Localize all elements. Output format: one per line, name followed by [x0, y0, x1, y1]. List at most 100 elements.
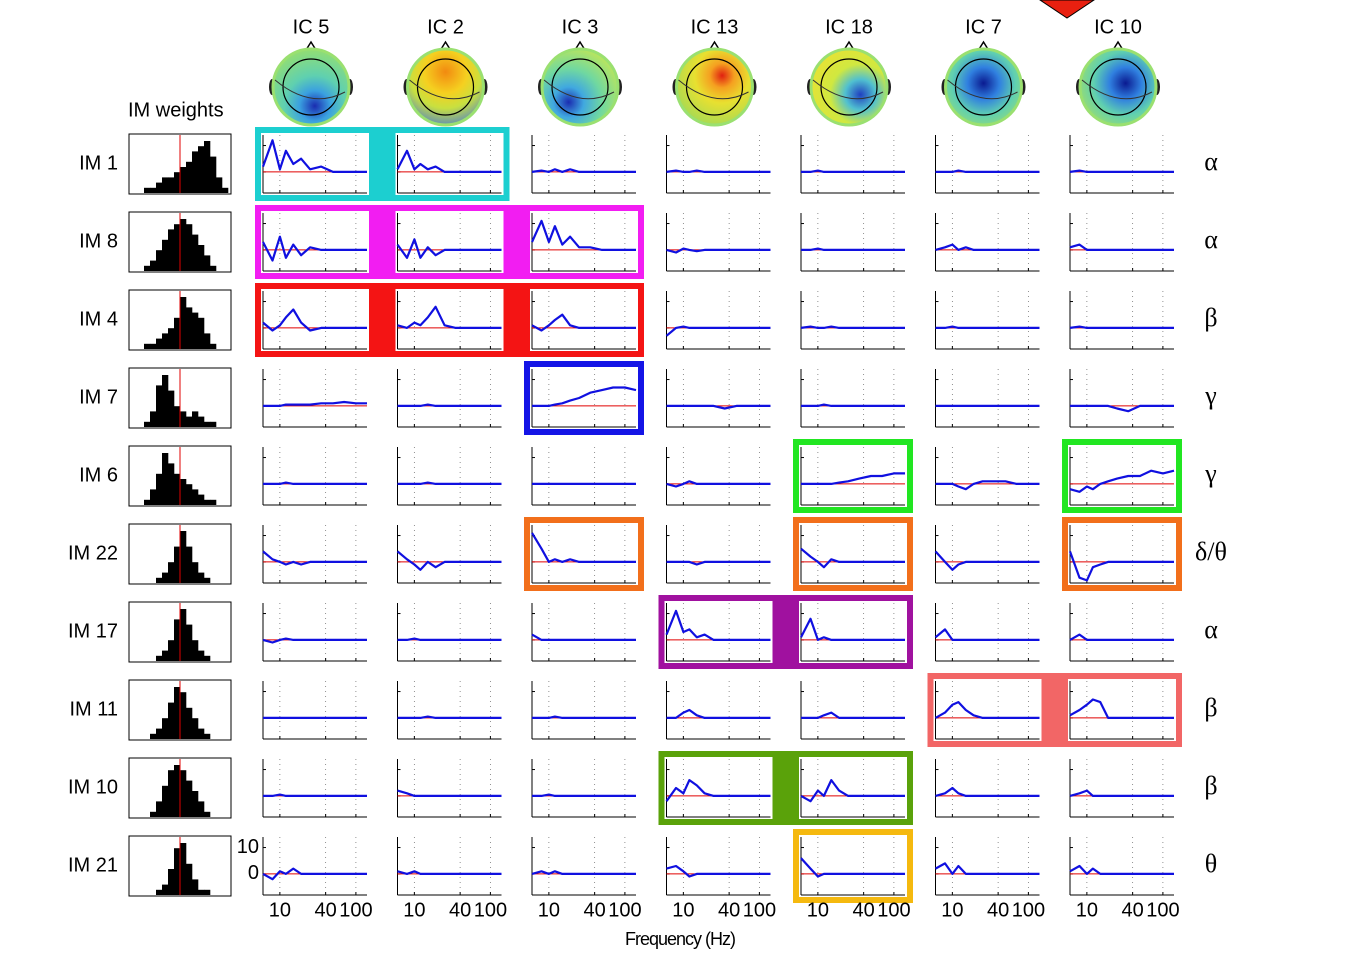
weights-bar [210, 266, 216, 271]
weights-bar [168, 177, 174, 193]
spectrum [398, 791, 502, 796]
band-label: θ [1205, 849, 1217, 878]
row-label: IM 11 [69, 698, 118, 720]
x-tick-label: 10 [941, 899, 963, 921]
weights-bar [174, 474, 180, 505]
x-tick-label: 40 [449, 899, 471, 921]
weights-bar [186, 547, 192, 583]
spectrum [936, 481, 1040, 489]
weights-bar [168, 640, 174, 661]
x-tick-label: 40 [1122, 899, 1144, 921]
weights-bar [144, 266, 150, 271]
spectrum [667, 481, 771, 486]
row-label: IM 7 [79, 386, 118, 408]
weights-bar [216, 177, 222, 193]
highlight-cell [665, 601, 773, 663]
weights-bar [204, 333, 210, 349]
weights-bar [204, 812, 210, 817]
weights-bar [180, 479, 186, 505]
spectrum [1070, 327, 1174, 328]
column-label: IC 18 [825, 16, 873, 38]
weights-bar [174, 224, 180, 271]
spectrum [1070, 635, 1174, 640]
weights-bar [168, 391, 174, 427]
x-tick-label: 40 [987, 899, 1009, 921]
weights-bar [168, 703, 174, 739]
row-label: IM 6 [79, 464, 118, 486]
weights-bar [150, 411, 156, 427]
weights-bar [186, 484, 192, 505]
x-tick-label: 10 [807, 899, 829, 921]
column-label: IC 2 [427, 16, 464, 38]
weights-bar [168, 229, 174, 271]
highlight-cell [261, 289, 369, 351]
weights-bar [222, 188, 228, 193]
weights-bar [150, 489, 156, 505]
spectrum [1070, 791, 1174, 796]
weights-bar [162, 333, 168, 349]
weights-bar [174, 619, 180, 661]
weights-bar [198, 573, 204, 583]
band-label: δ/θ [1195, 537, 1227, 566]
figure: IM weights Frequency (Hz) IC 5IC 2IC 3IC… [0, 0, 1364, 954]
weights-bar [156, 801, 162, 817]
weights-bar [186, 781, 192, 817]
spectrum [667, 562, 771, 565]
highlight-cell [530, 211, 638, 273]
weights-bar [168, 869, 174, 895]
weights-bar [174, 765, 180, 817]
weights-bar [192, 235, 198, 271]
weights-bar [180, 692, 186, 739]
x-tick-label: 10 [269, 899, 291, 921]
x-tick-label: 100 [474, 899, 507, 921]
weights-bar [192, 313, 198, 349]
weights-bar [180, 411, 186, 427]
weights-bar [150, 734, 156, 739]
weights-bar [186, 864, 192, 895]
weights-bar [192, 489, 198, 505]
x-tick-label: 10 [1076, 899, 1098, 921]
row-label: IM 4 [79, 308, 118, 330]
weights-bar [192, 151, 198, 193]
highlight-cell [934, 679, 1042, 741]
column-label: IC 3 [562, 16, 599, 38]
weights-bar [198, 146, 204, 193]
weights-bar [144, 500, 150, 505]
weights-bar [174, 687, 180, 739]
weights-bar [180, 770, 186, 817]
highlight-cell [1068, 679, 1176, 741]
spectrum [1070, 406, 1174, 411]
weights-bar [144, 422, 150, 427]
weights-bar [192, 411, 198, 427]
spectrum [398, 551, 502, 569]
x-tick-label: 10 [538, 899, 560, 921]
weights-bar [180, 843, 186, 895]
spectrum [801, 249, 905, 250]
weights-bar [156, 474, 162, 505]
weights-bar [198, 245, 204, 271]
row-label: IM 10 [68, 776, 118, 798]
weights-bar [156, 578, 162, 583]
band-label: α [1204, 147, 1218, 176]
weights-bar [192, 562, 198, 583]
spectrum [532, 717, 636, 718]
weights-bar [186, 162, 192, 193]
band-label: γ [1204, 381, 1217, 410]
weights-bar [144, 344, 150, 349]
spectrum [667, 710, 771, 718]
weights-bar [156, 385, 162, 427]
weights-bar [198, 495, 204, 505]
band-label: β [1204, 693, 1217, 722]
x-axis-label: Frequency (Hz) [625, 929, 735, 949]
highlight-cell [396, 211, 504, 273]
weights-bar [168, 328, 174, 349]
x-tick-label: 100 [1146, 899, 1179, 921]
row-label: IM 8 [79, 230, 118, 252]
column-label: IC 10 [1094, 16, 1142, 38]
weights-bar [204, 422, 210, 427]
weights-title: IM weights [128, 99, 224, 121]
weights-bar [180, 297, 186, 349]
arrow [1040, 0, 1094, 18]
spectrum [936, 551, 1040, 569]
highlight-cell [799, 445, 907, 507]
